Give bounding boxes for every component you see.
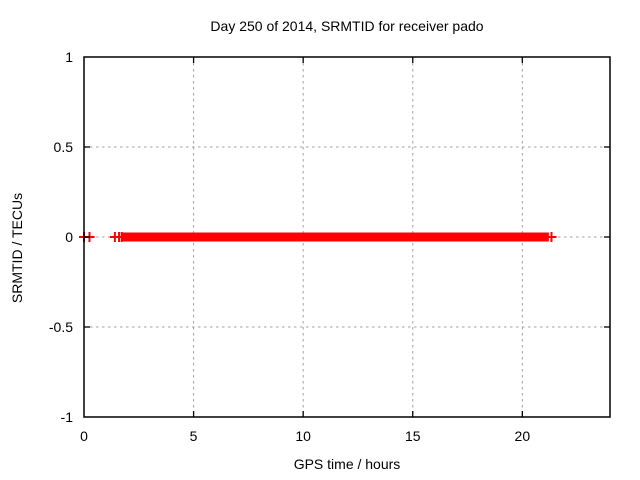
y-tick-label: 1 — [65, 49, 73, 65]
y-axis-label: SRMTID / TECUs — [9, 192, 25, 304]
x-tick-label: 5 — [190, 428, 198, 444]
y-tick-label: -0.5 — [49, 319, 73, 335]
x-tick-label: 0 — [80, 428, 88, 444]
chart-title: Day 250 of 2014, SRMTID for receiver pad… — [210, 18, 484, 34]
x-axis-label: GPS time / hours — [293, 456, 401, 472]
y-tick-label: 0 — [65, 229, 73, 245]
x-tick-label: 20 — [515, 428, 531, 444]
x-tick-label: 10 — [295, 428, 311, 444]
y-tick-label: -1 — [61, 409, 74, 425]
plot-border — [83, 56, 611, 418]
data-dense-band — [121, 232, 549, 242]
x-tick-label: 15 — [405, 428, 421, 444]
y-tick-label: 0.5 — [54, 139, 74, 155]
